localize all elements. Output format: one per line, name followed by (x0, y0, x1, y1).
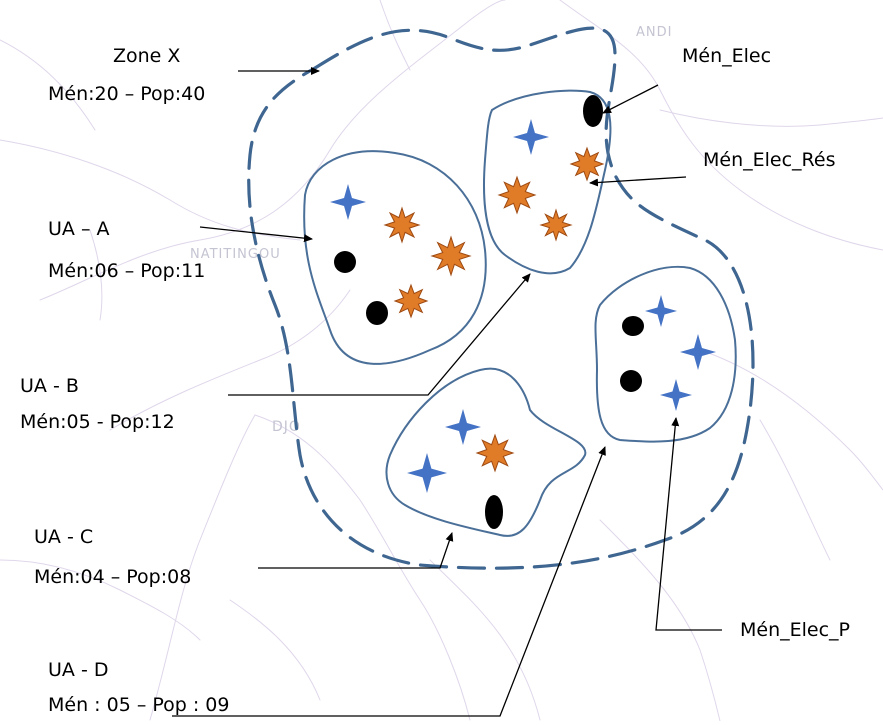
ua-c-area (385, 367, 587, 537)
orange-burst-icon (393, 283, 429, 319)
black-dot-icon (334, 251, 356, 273)
ua-d-name: UA - D (48, 659, 109, 681)
men-elec-p-leader-arrow (655, 417, 722, 631)
ua-b-stats: Mén:05 - Pop:12 (20, 411, 175, 433)
map-road (254, 414, 471, 721)
map-road (149, 414, 256, 721)
map-road (559, 0, 883, 251)
map-road (0, 39, 96, 131)
blue-star-icon (407, 453, 447, 493)
map-road (229, 599, 321, 701)
orange-burst-icon (383, 206, 421, 244)
ua-a-name: UA – A (48, 218, 110, 240)
black-dot-icon (366, 301, 388, 325)
orange-burst-icon (475, 433, 515, 473)
ua-c-stats: Mén:04 – Pop:08 (34, 566, 192, 588)
ua-b-area (483, 89, 612, 275)
orange-burst-icon (569, 146, 605, 182)
black-dot-icon (583, 95, 603, 127)
men-elec-p-label: Mén_Elec_P (740, 619, 851, 641)
map-road (89, 229, 103, 321)
ua-c-leader-arrow (258, 532, 454, 569)
orange-burst-icon (539, 208, 573, 242)
map-road (379, 0, 411, 71)
blue-star-icon (680, 334, 716, 370)
map-road (39, 0, 506, 301)
men-elec-label: Mén_Elec (682, 45, 772, 67)
zone-x-label: Zone X (113, 40, 180, 72)
background-place-name: DJO (272, 419, 301, 435)
map-road (659, 109, 883, 127)
ua-d-leader-arrow (172, 446, 606, 717)
men-elec-leader-arrow (602, 84, 659, 114)
black-dot-icon (485, 495, 503, 529)
ua-c-name: UA - C (34, 526, 94, 548)
ua-d-area (594, 265, 737, 443)
ua-b-name: UA - B (20, 375, 79, 397)
orange-burst-icon (430, 235, 472, 277)
map-road (759, 419, 831, 561)
unit-areas (303, 89, 737, 537)
map-road (0, 139, 301, 241)
ua-b-leader-arrow (228, 273, 531, 396)
map-road (699, 349, 883, 491)
ua-a-stats: Mén:06 – Pop:11 (48, 260, 206, 282)
black-dot-icon (622, 316, 644, 336)
blue-star-icon (645, 295, 677, 327)
background-place-name: ANDI (636, 25, 672, 40)
orange-burst-icon (497, 175, 537, 215)
zone-x-boundary (247, 26, 755, 570)
map-road (0, 559, 201, 641)
leader-lines (172, 67, 722, 717)
blue-star-icon (330, 184, 366, 220)
blue-star-icon (513, 119, 549, 155)
zone-x-stats: Mén:20 – Pop:40 (48, 83, 206, 105)
men-elec-res-leader-arrow (589, 176, 687, 187)
map-road (429, 559, 541, 721)
symbols-layer (330, 95, 716, 529)
ua-a-area (303, 150, 487, 365)
men-elec-res-label: Mén_Elec_Rés (703, 149, 836, 171)
zone-x-name: Zone X (113, 45, 181, 67)
map-road (599, 519, 721, 722)
ua-d-stats: Mén : 05 – Pop : 09 (48, 694, 230, 716)
blue-star-icon (445, 409, 481, 445)
ua-a-leader-arrow (199, 226, 313, 243)
blue-star-icon (660, 379, 692, 411)
black-dot-icon (620, 370, 642, 392)
background-place-name: NATITINGOU (190, 247, 281, 262)
